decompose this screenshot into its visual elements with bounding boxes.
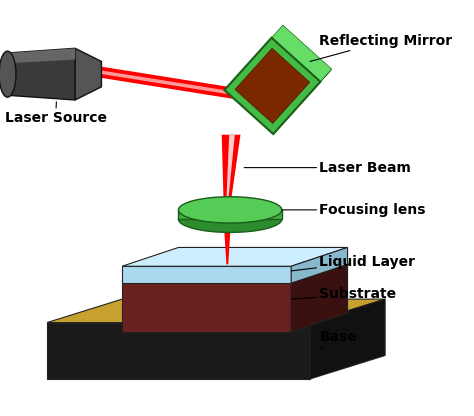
Text: Focusing lens: Focusing lens [282, 203, 426, 217]
Polygon shape [222, 135, 240, 201]
Polygon shape [227, 135, 235, 201]
Ellipse shape [0, 51, 16, 97]
Text: Substrate: Substrate [291, 287, 396, 302]
Polygon shape [235, 48, 310, 124]
Ellipse shape [179, 197, 282, 223]
Polygon shape [75, 48, 101, 100]
Polygon shape [8, 48, 75, 63]
Text: Reflecting Mirror: Reflecting Mirror [310, 34, 453, 62]
Polygon shape [224, 219, 231, 264]
Text: Liquid Layer: Liquid Layer [291, 255, 415, 271]
Text: Laser Source: Laser Source [5, 102, 107, 125]
Polygon shape [273, 69, 332, 134]
Polygon shape [47, 322, 310, 379]
Polygon shape [122, 248, 347, 266]
Polygon shape [291, 248, 347, 283]
Text: Base: Base [319, 330, 357, 349]
Polygon shape [122, 280, 291, 332]
Polygon shape [272, 25, 332, 82]
Polygon shape [122, 266, 291, 283]
Polygon shape [310, 299, 385, 379]
Ellipse shape [179, 206, 282, 233]
Polygon shape [291, 262, 347, 332]
Polygon shape [8, 48, 75, 100]
Polygon shape [122, 262, 347, 280]
Polygon shape [224, 38, 320, 134]
Polygon shape [47, 299, 385, 322]
Text: Laser Beam: Laser Beam [244, 161, 411, 175]
Polygon shape [179, 210, 282, 219]
